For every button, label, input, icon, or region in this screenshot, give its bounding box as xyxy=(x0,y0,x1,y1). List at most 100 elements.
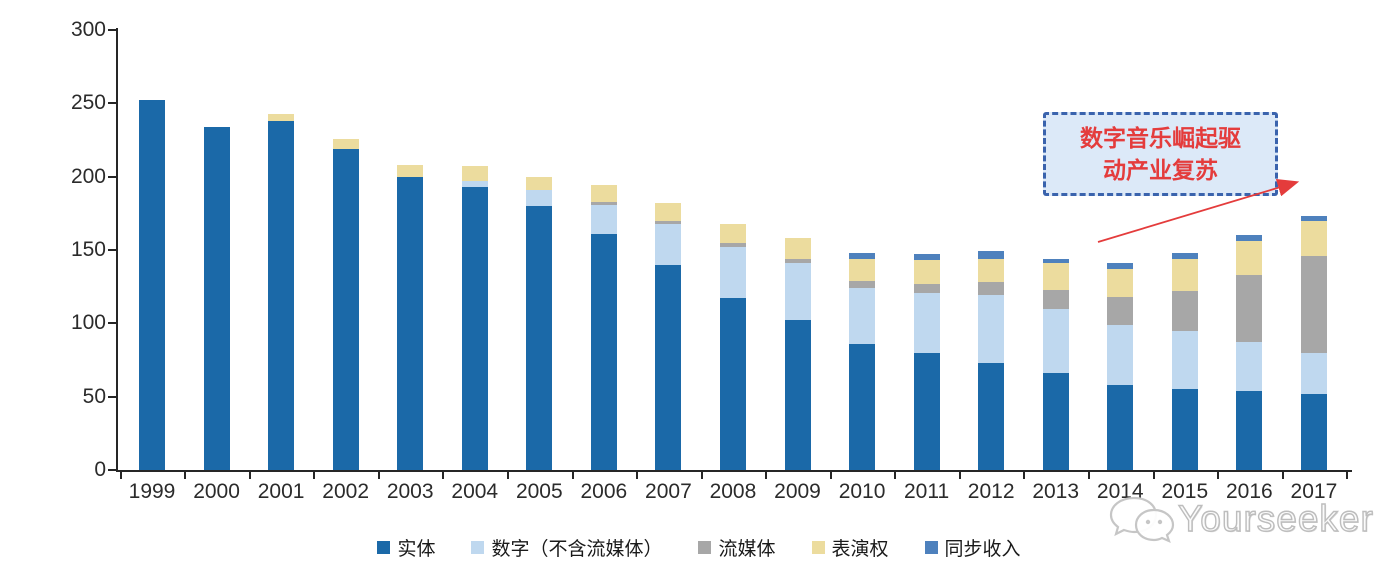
bar-segment-2009 xyxy=(784,238,811,259)
bar-segment-2006 xyxy=(590,204,617,234)
bar-segment-2014 xyxy=(1107,384,1134,470)
bar-segment-2017 xyxy=(1300,393,1327,470)
legend-label: 表演权 xyxy=(831,539,889,560)
x-tick-label: 2002 xyxy=(322,480,369,503)
bar-segment-2014 xyxy=(1107,324,1134,385)
x-tick-label: 2004 xyxy=(451,480,499,503)
x-tick-mark xyxy=(184,472,187,479)
bar-segment-2009 xyxy=(784,320,811,470)
bar-segment-2014 xyxy=(1107,269,1134,297)
legend-item: 表演权 xyxy=(811,534,889,561)
x-tick-mark xyxy=(1152,472,1155,479)
bar-segment-2017 xyxy=(1300,216,1327,221)
y-tick-label: 50 xyxy=(82,384,106,408)
y-tick-label: 250 xyxy=(70,91,106,115)
x-tick-label: 2006 xyxy=(580,480,628,503)
y-tick-mark xyxy=(108,469,117,471)
bar-segment-2009 xyxy=(784,263,811,321)
bar-segment-2014 xyxy=(1107,296,1134,325)
y-tick-mark xyxy=(108,395,117,398)
bar-segment-2013 xyxy=(1042,258,1069,264)
bar-segment-2014 xyxy=(1107,263,1134,270)
x-tick-mark xyxy=(507,472,510,479)
legend-label: 实体 xyxy=(397,539,436,560)
x-tick-mark xyxy=(958,472,961,479)
bar-segment-2012 xyxy=(978,251,1005,259)
annotation-callout: 数字音乐崛起驱 动产业复苏 xyxy=(1043,112,1278,196)
legend-label: 同步收入 xyxy=(944,539,1021,560)
bar-segment-2004 xyxy=(461,186,488,470)
bar-segment-2015 xyxy=(1171,252,1198,259)
x-axis-line xyxy=(116,470,1352,472)
x-tick-mark xyxy=(442,472,445,479)
x-tick-label: 2010 xyxy=(838,480,886,503)
bar-segment-2011 xyxy=(913,254,940,261)
x-tick-mark xyxy=(765,472,768,479)
x-tick-mark xyxy=(1217,472,1220,479)
x-tick-mark xyxy=(377,472,380,479)
bar-segment-2013 xyxy=(1042,373,1069,470)
annotation-line-1: 数字音乐崛起驱 xyxy=(1080,125,1241,151)
x-tick-mark xyxy=(700,472,703,479)
x-tick-label: 2005 xyxy=(515,480,563,503)
bar-segment-1999 xyxy=(139,100,165,470)
bar-segment-2005 xyxy=(526,176,553,190)
bar-segment-2015 xyxy=(1171,389,1198,470)
legend-swatch-icon xyxy=(924,541,938,554)
bar-segment-2010 xyxy=(849,252,876,259)
bar-segment-2006 xyxy=(590,233,617,470)
bar-segment-2017 xyxy=(1300,352,1327,394)
x-tick-label: 1999 xyxy=(128,480,176,503)
x-tick-label: 2000 xyxy=(193,480,240,503)
bar-segment-2007 xyxy=(655,203,682,221)
y-tick-mark xyxy=(108,175,117,178)
legend-swatch-icon xyxy=(698,541,712,554)
bar-segment-2011 xyxy=(913,292,940,353)
x-tick-mark xyxy=(1023,472,1026,479)
x-tick-label: 2009 xyxy=(774,480,821,503)
bar-segment-2006 xyxy=(590,201,617,205)
bar-segment-2013 xyxy=(1042,289,1069,309)
bar-segment-2009 xyxy=(784,258,811,264)
x-tick-label: 2017 xyxy=(1290,480,1338,503)
bar-segment-2001 xyxy=(268,113,295,121)
bar-segment-2008 xyxy=(719,242,746,248)
legend-label: 数字（不含流媒体） xyxy=(491,539,663,560)
legend-label: 流媒体 xyxy=(718,539,776,560)
bar-segment-2007 xyxy=(655,264,682,470)
bar-segment-2002 xyxy=(332,148,359,470)
bar-segment-2016 xyxy=(1236,342,1263,391)
bar-segment-2004 xyxy=(461,181,488,187)
y-tick-label: 100 xyxy=(70,311,106,335)
bar-segment-2012 xyxy=(978,258,1005,283)
legend-item: 实体 xyxy=(377,534,435,561)
x-tick-label: 2012 xyxy=(967,480,1015,503)
bar-segment-2008 xyxy=(719,247,746,299)
bar-segment-2017 xyxy=(1300,255,1327,353)
bar-segment-2010 xyxy=(849,280,876,289)
bar-segment-2000 xyxy=(203,126,230,470)
bar-segment-2016 xyxy=(1236,241,1263,275)
watermark-text: Yourseeker xyxy=(1177,497,1374,539)
bar-segment-2012 xyxy=(978,282,1005,296)
bar-segment-2003 xyxy=(397,164,424,177)
bar-segment-2007 xyxy=(655,220,682,224)
bar-segment-2015 xyxy=(1171,330,1198,390)
y-tick-mark xyxy=(108,102,117,105)
bar-segment-2012 xyxy=(978,295,1005,363)
bar-segment-2008 xyxy=(719,223,746,243)
x-tick-label: 2015 xyxy=(1161,480,1209,503)
bar-segment-2011 xyxy=(913,260,940,284)
legend-swatch-icon xyxy=(471,541,485,554)
y-tick-label: 300 xyxy=(70,18,106,41)
annotation-line-2: 动产业复苏 xyxy=(1103,157,1218,183)
x-tick-mark xyxy=(1281,472,1284,479)
bar-segment-2005 xyxy=(526,189,553,206)
y-tick-mark xyxy=(108,322,117,325)
legend-item: 同步收入 xyxy=(924,534,1021,561)
bar-segment-2005 xyxy=(526,206,553,470)
x-tick-label: 2003 xyxy=(386,480,434,503)
y-tick-mark xyxy=(108,29,117,31)
bar-segment-2015 xyxy=(1171,258,1198,292)
bar-segment-2006 xyxy=(590,185,617,202)
